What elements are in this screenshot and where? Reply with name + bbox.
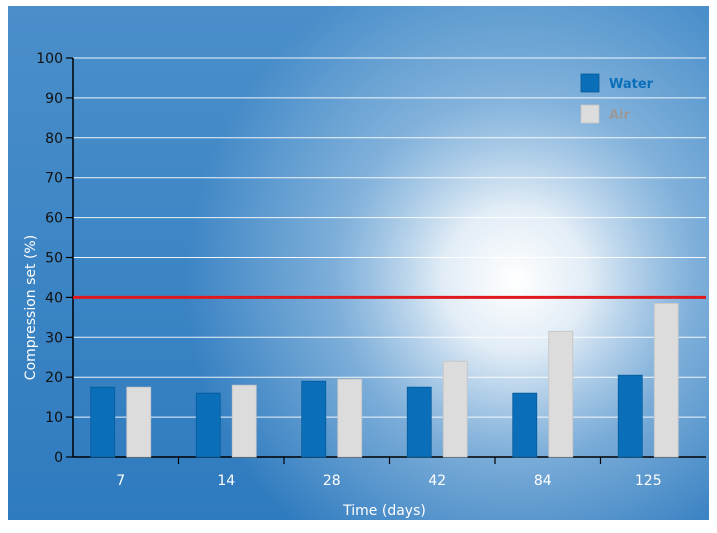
axes (66, 57, 706, 464)
legend: Water Air (580, 73, 654, 124)
bar-water (90, 386, 116, 458)
bar-water (617, 374, 643, 458)
x-tick-label: 42 (428, 473, 446, 489)
y-tick-label: 70 (45, 171, 63, 187)
legend-label-air: Air (609, 108, 631, 123)
y-axis-title: Compression set (%) (23, 235, 39, 380)
x-tick-label: 28 (323, 473, 341, 489)
y-tick-label: 0 (54, 450, 63, 466)
bar-air (548, 330, 574, 458)
y-tick-label: 50 (45, 251, 63, 267)
x-tick-label: 14 (217, 473, 235, 489)
y-tick-label: 90 (45, 91, 63, 107)
bar-water (195, 392, 221, 458)
y-tick-label: 100 (36, 51, 63, 67)
legend-label-water: Water (609, 77, 654, 92)
bar-air (231, 384, 257, 458)
bar-air (337, 378, 363, 458)
y-tick-label: 60 (45, 211, 63, 227)
y-tick-label: 30 (45, 330, 63, 346)
bar-air (126, 386, 152, 458)
legend-swatch-air (580, 104, 600, 124)
y-tick-label: 80 (45, 131, 63, 147)
y-tick-label: 10 (45, 410, 63, 426)
legend-swatch-water (580, 73, 600, 93)
axis-labels: 0 10 20 30 40 50 60 70 80 90 100 7 14 28 42 84 125 Time (… (23, 51, 662, 519)
bar-water (406, 386, 432, 458)
y-tick-label: 40 (45, 290, 63, 306)
x-tick-label: 125 (635, 473, 662, 489)
x-axis-title: Time (days) (342, 503, 426, 519)
bars (90, 302, 679, 458)
y-tick-label: 20 (45, 370, 63, 386)
bar-water (512, 392, 538, 458)
x-tick-label: 7 (116, 473, 125, 489)
bar-air (442, 360, 468, 458)
x-tick-label: 84 (534, 473, 552, 489)
bar-air (653, 302, 679, 458)
bar-water (301, 380, 327, 458)
